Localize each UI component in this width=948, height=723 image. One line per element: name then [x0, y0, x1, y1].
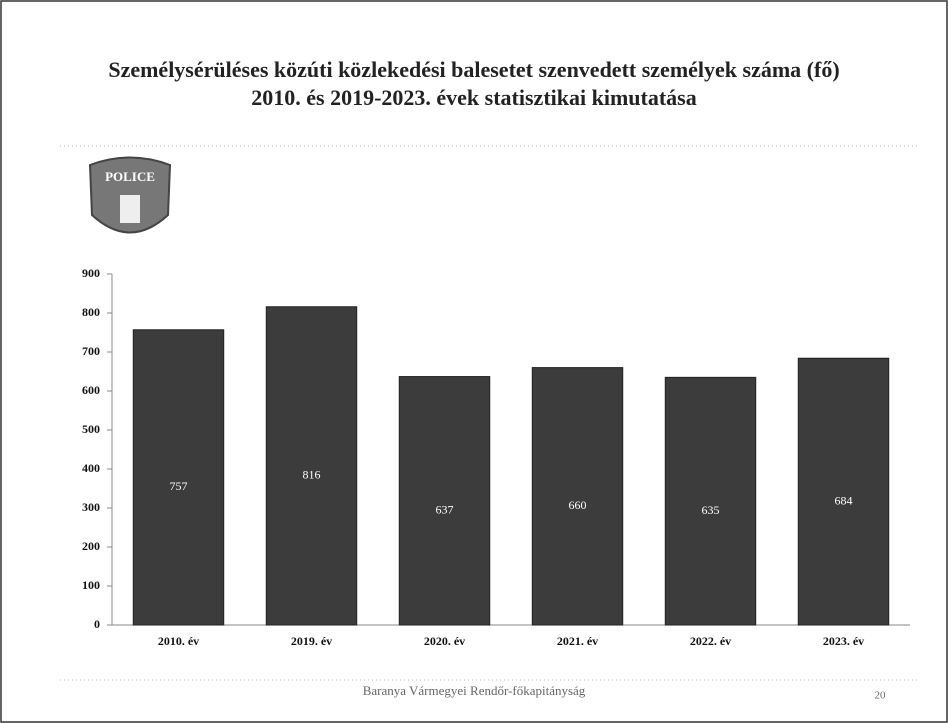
- chart-subtitle: 2010. és 2019-2023. évek statisztikai ki…: [251, 85, 696, 110]
- data-label: 757: [170, 479, 188, 493]
- data-label: 660: [569, 498, 587, 512]
- x-tick-label: 2022. év: [690, 634, 731, 648]
- footer: Baranya Vármegyei Rendőr-főkapitányság: [363, 683, 586, 698]
- y-tick-label: 500: [82, 422, 100, 436]
- y-tick-label: 100: [82, 578, 100, 592]
- y-tick-label: 700: [82, 344, 100, 358]
- logo-text: POLICE: [105, 169, 155, 184]
- x-tick-label: 2019. év: [291, 634, 332, 648]
- bar: [531, 367, 624, 626]
- police-badge: POLICE: [88, 156, 172, 234]
- bar: [797, 357, 890, 626]
- y-tick-label: 400: [82, 461, 100, 475]
- chart-title: Személysérüléses közúti közlekedési bale…: [108, 57, 839, 82]
- y-tick-label: 600: [82, 383, 100, 397]
- bar: [664, 376, 757, 626]
- bar: [398, 376, 491, 626]
- y-tick-label: 800: [82, 305, 100, 319]
- x-tick-label: 2020. év: [424, 634, 465, 648]
- x-tick-label: 2010. év: [158, 634, 199, 648]
- data-label: 816: [303, 468, 321, 482]
- y-tick-label: 900: [82, 266, 100, 280]
- x-tick-label: 2021. év: [557, 634, 598, 648]
- x-tick-label: 2023. év: [823, 634, 864, 648]
- data-label: 635: [702, 503, 720, 517]
- y-tick-label: 300: [82, 500, 100, 514]
- y-tick-label: 200: [82, 539, 100, 553]
- bar: [265, 306, 358, 626]
- data-label: 637: [436, 503, 454, 517]
- page-number: 20: [875, 690, 887, 702]
- data-label: 684: [835, 493, 853, 507]
- y-tick-label: 0: [94, 617, 100, 631]
- bar: [132, 329, 225, 626]
